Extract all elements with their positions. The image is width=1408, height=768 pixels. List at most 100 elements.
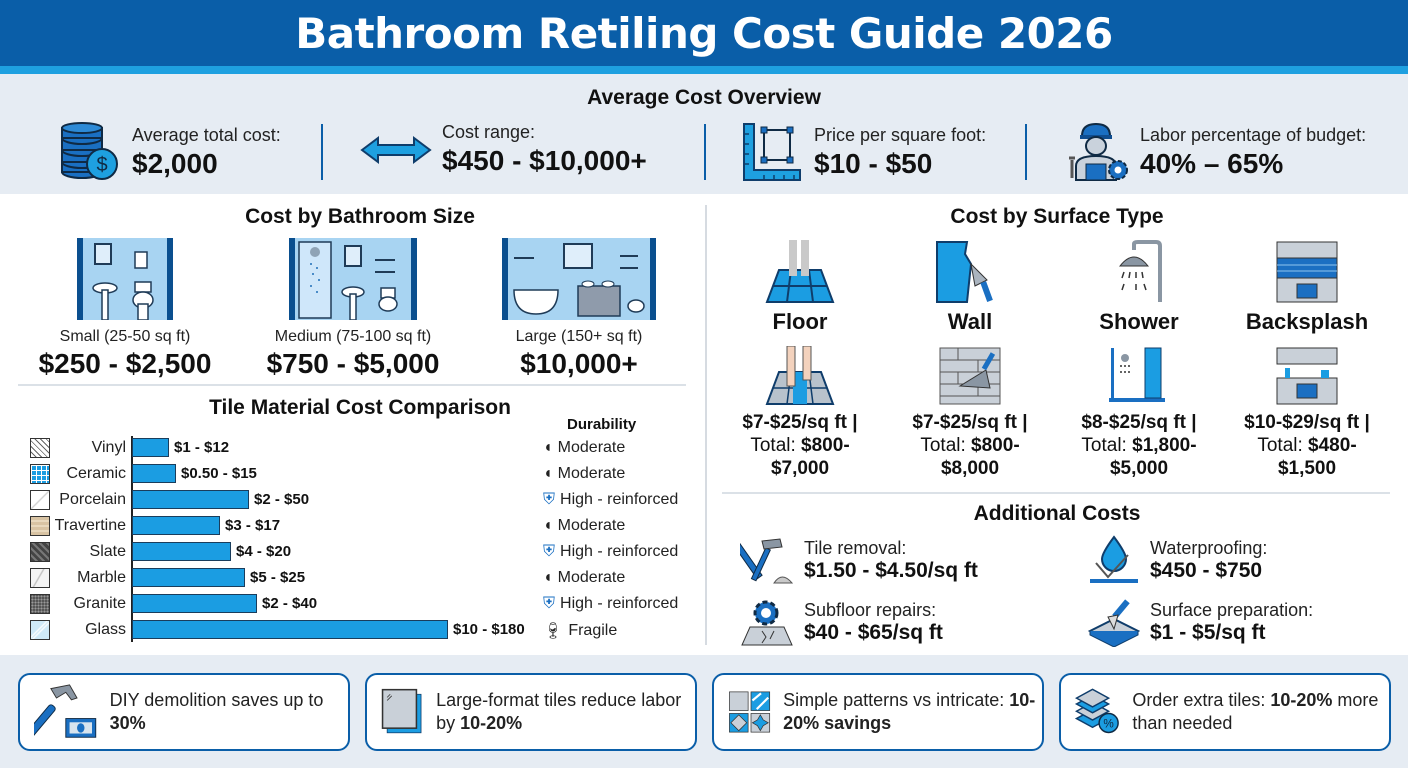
overview-panel: Average Cost Overview $ Average total co…	[0, 74, 1408, 194]
tile-patterns-icon	[729, 691, 771, 733]
tips-panel: DIY demolition saves up to 30% Large-for…	[0, 655, 1408, 768]
overview-value: 40% – 65%	[1140, 147, 1284, 179]
additional-value: $1 - $5/sq ft	[1150, 620, 1266, 644]
header-banner: Bathroom Retiling Cost Guide 2026	[0, 0, 1408, 66]
shield-high-icon: ⛨	[543, 543, 556, 560]
shield-moderate-icon: ◖	[543, 517, 553, 534]
overview-value: $10 - $50	[814, 147, 933, 179]
ceramic-swatch-icon	[30, 464, 50, 484]
gear-cracked-floor-icon	[741, 600, 793, 646]
durability: ⛨ High - reinforced	[543, 595, 679, 612]
overview-label: Average total cost:	[132, 124, 281, 145]
tip-card-diy: DIY demolition saves up to 30%	[18, 673, 350, 751]
surface-rate: $7-$25/sq ft |	[912, 412, 1028, 433]
shower-head-icon	[1118, 240, 1162, 302]
material-name: Vinyl	[91, 439, 126, 456]
floor-feet-icon	[765, 345, 835, 405]
size-label: Large (150+ sq ft)	[515, 328, 643, 345]
additional-label: Tile removal:	[804, 537, 907, 558]
travertine-swatch-icon	[30, 516, 50, 536]
surface-backsplash-price: $10-$29/sq ft | Total: $480- $1,500	[1222, 346, 1392, 480]
brick-wall-trowel-icon	[939, 347, 1001, 405]
additional-surface-preparation: Surface preparation: $1 - $5/sq ft	[1088, 597, 1313, 647]
cost-bar	[132, 594, 257, 613]
material-name: Porcelain	[59, 491, 126, 508]
surface-shower-price: $8-$25/sq ft | Total: $1,800- $5,000	[1054, 346, 1224, 480]
svg-text:$: $	[96, 154, 107, 176]
surface-section-title: Cost by Surface Type	[950, 205, 1164, 228]
large-tile-icon	[381, 688, 422, 734]
material-name: Travertine	[54, 517, 126, 534]
size-price: $10,000+	[520, 348, 638, 379]
surface-rate: $7-$25/sq ft |	[742, 412, 858, 433]
additional-value: $450 - $750	[1150, 558, 1263, 582]
marble-swatch-icon	[30, 568, 50, 588]
overview-price-per-sqft: Price per square foot: $10 - $50	[742, 122, 986, 182]
material-row-ceramic: Ceramic $0.50 - $15 ◖ Moderate	[0, 462, 700, 484]
durability: ◖ Moderate	[543, 517, 626, 534]
durability: ◖ Moderate	[543, 569, 626, 586]
divider	[1025, 124, 1027, 180]
paintbrush-surface-icon	[1088, 599, 1140, 647]
materials-section-title: Tile Material Cost Comparison	[209, 396, 511, 419]
svg-text:%: %	[1103, 717, 1113, 730]
kitchen-backsplash-icon	[1276, 241, 1338, 303]
surface-floor-price: $7-$25/sq ft | Total: $800- $7,000	[715, 345, 885, 480]
material-row-travertine: Travertine $3 - $17 ◖ Moderate	[0, 514, 700, 536]
size-card-small: Small (25-50 sq ft) $250 - $2,500	[20, 238, 230, 380]
cost-bar	[132, 620, 448, 639]
durability: 🍷︎ Fragile	[543, 622, 618, 640]
material-name: Ceramic	[66, 465, 126, 482]
shower-stall-icon	[1109, 347, 1165, 402]
tip-card-patterns: Simple patterns vs intricate: 10-20% sav…	[712, 673, 1044, 751]
cost-bar	[132, 568, 245, 587]
tip-card-extra-tiles: % Order extra tiles: 10-20% more than ne…	[1059, 673, 1391, 751]
fragile-glass-icon: 🍷︎	[543, 623, 564, 640]
size-label: Medium (75-100 sq ft)	[274, 328, 432, 345]
tip-text: Simple patterns vs intricate: 10-20% sav…	[783, 690, 1036, 733]
page-title: Bathroom Retiling Cost Guide 2026	[295, 8, 1113, 58]
additional-label: Subfloor repairs:	[804, 599, 937, 620]
tip-text: Order extra tiles: 10-20% more than need…	[1132, 690, 1379, 733]
kitchen-counter-icon	[1276, 347, 1338, 405]
cost-range: $10 - $180	[453, 621, 525, 638]
cost-range: $5 - $25	[250, 569, 306, 586]
surface-name: Backsplash	[1245, 309, 1369, 334]
cost-bar	[132, 490, 249, 509]
cost-range: $4 - $20	[236, 543, 292, 560]
size-section-title: Cost by Bathroom Size	[245, 205, 475, 228]
large-bathroom-illustration	[502, 238, 656, 320]
additional-value: $1.50 - $4.50/sq ft	[804, 558, 978, 582]
surface-wall: Wall	[885, 240, 1055, 335]
cost-range: $2 - $50	[254, 491, 310, 508]
material-row-porcelain: Porcelain $2 - $50 ⛨ High - reinforced	[0, 488, 700, 510]
cost-range: $3 - $17	[225, 517, 281, 534]
surface-rate: $8-$25/sq ft |	[1081, 412, 1197, 433]
surface-backsplash: Backsplash	[1222, 240, 1392, 335]
shield-high-icon: ⛨	[543, 595, 556, 612]
durability: ◖ Moderate	[543, 465, 626, 482]
additional-section-title: Additional Costs	[973, 502, 1141, 525]
water-drop-icon	[1090, 535, 1138, 583]
double-arrow-icon	[360, 135, 432, 164]
section-divider	[18, 384, 686, 386]
durability: ⛨ High - reinforced	[543, 543, 679, 560]
surface-name: Wall	[947, 309, 993, 334]
durability: ◖ Moderate	[543, 439, 626, 456]
surface-wall-price: $7-$25/sq ft | Total: $800- $8,000	[885, 346, 1055, 480]
header-stripe	[0, 66, 1408, 74]
size-price: $250 - $2,500	[38, 348, 212, 379]
surface-name: Floor	[772, 309, 828, 334]
material-row-granite: Granite $2 - $40 ⛨ High - reinforced	[0, 592, 700, 614]
coins-dollar-icon: $	[61, 122, 118, 180]
ruler-square-icon	[743, 123, 801, 181]
cost-range: $2 - $40	[262, 595, 318, 612]
material-row-vinyl: Vinyl $1 - $12 ◖ Moderate	[0, 436, 700, 458]
size-label: Small (25-50 sq ft)	[59, 328, 191, 345]
shield-moderate-icon: ◖	[543, 569, 553, 586]
cost-bar	[132, 542, 231, 561]
material-name: Slate	[89, 543, 126, 560]
shield-moderate-icon: ◖	[543, 439, 553, 456]
cost-bar	[132, 438, 169, 457]
cost-bar	[132, 516, 220, 535]
